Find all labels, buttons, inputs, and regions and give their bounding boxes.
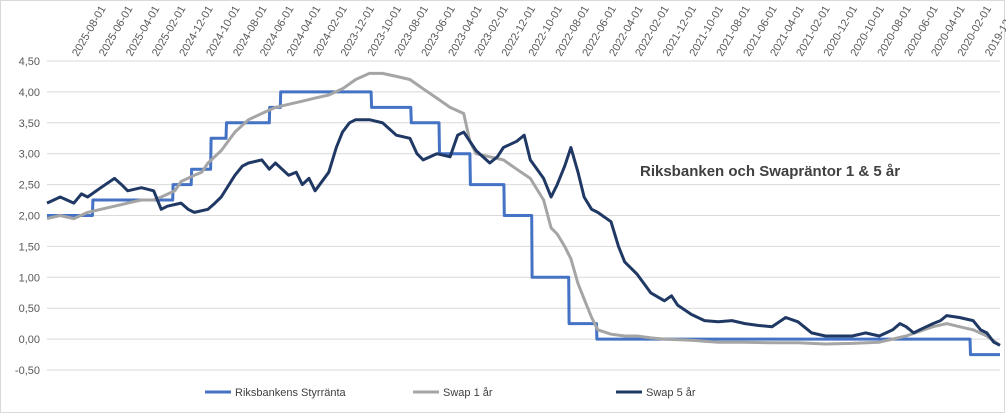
legend-label: Swap 1 år	[443, 387, 493, 399]
series-line-1	[47, 90, 1000, 357]
y-tick-label: 2,00	[19, 211, 40, 223]
legend-label: Riksbankens Styrränta	[235, 387, 347, 399]
y-tick-label: 2,50	[19, 180, 40, 192]
y-tick-label: 0,50	[19, 303, 40, 315]
y-tick-label: 1,50	[19, 241, 40, 253]
legend: Riksbankens Styrränta Swap 1 år Swap 5 år	[205, 387, 696, 399]
series-lines	[46, 71, 1001, 357]
y-tick-label: 4,50	[19, 56, 40, 68]
legend-label: Swap 5 år	[646, 387, 696, 399]
x-axis-tick-labels: 2025-08-012025-06-012025-04-012025-02-01…	[70, 4, 1006, 59]
y-tick-label: 3,00	[19, 149, 40, 161]
y-axis-tick-labels: 4,50 4,00 3,50 3,00 2,50 2,00 1,50 1,00 0,50 0,00…	[15, 56, 40, 377]
y-tick-label: 4,00	[19, 87, 40, 99]
y-tick-label: 1,00	[19, 272, 40, 284]
y-tick-label: 0,00	[19, 334, 40, 346]
series-line-3	[46, 118, 1001, 347]
chart-title: Riksbanken och Swapräntor 1 & 5 år	[640, 163, 900, 180]
y-tick-label: -0,50	[15, 365, 40, 377]
y-tick-label: 3,50	[19, 118, 40, 130]
